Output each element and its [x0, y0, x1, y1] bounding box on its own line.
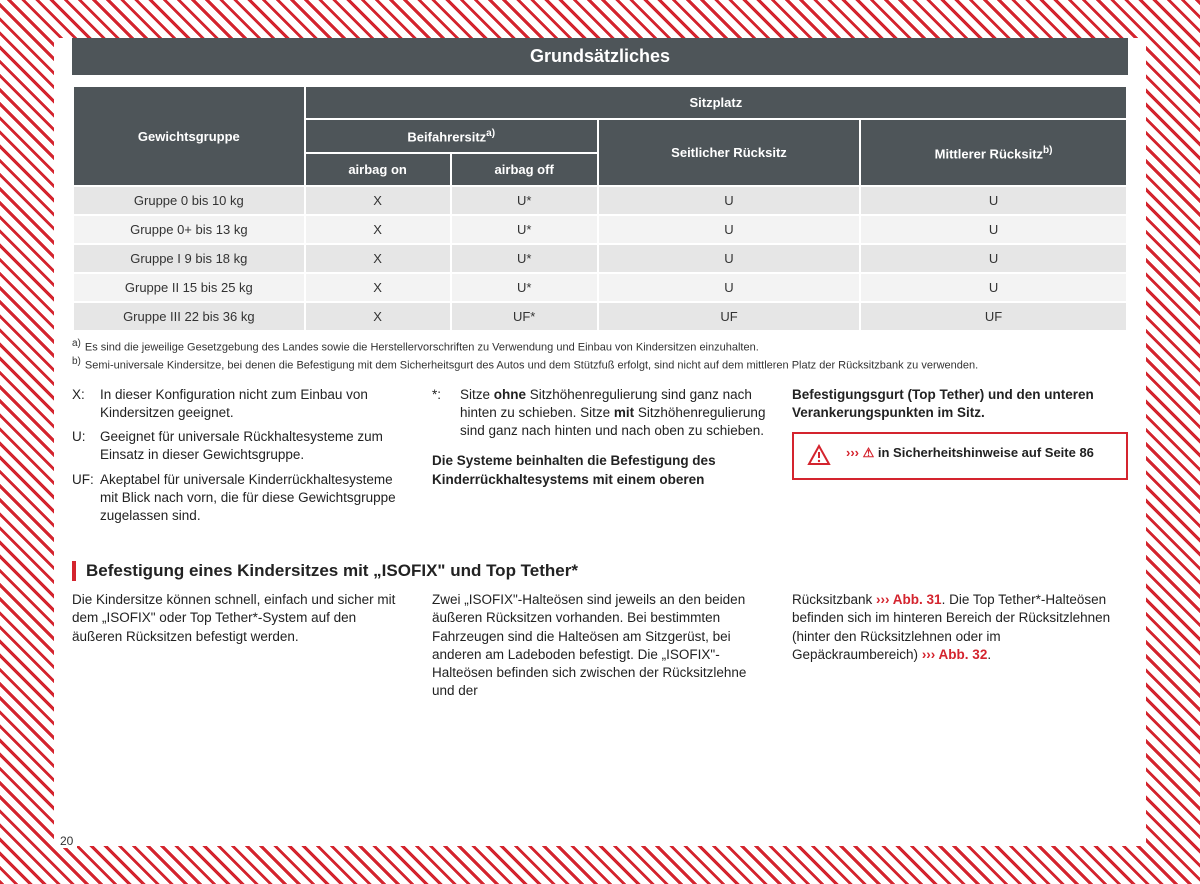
warning-icon — [806, 444, 832, 468]
row-cell: U — [599, 274, 859, 301]
page-title: Grundsätzliches — [72, 38, 1128, 75]
row-cell: X — [306, 245, 450, 272]
inline-warning-icon: ⚠ — [863, 445, 875, 460]
safety-warning-box: ››› ⚠ in Sicherheitshinweise auf Seite 8… — [792, 432, 1128, 480]
row-cell: U — [861, 245, 1126, 272]
top-tether-bold: Befestigungsgurt (Top Tether) und den un… — [792, 386, 1128, 422]
table-row: Gruppe II 15 bis 25 kgXU*UU — [74, 274, 1126, 301]
legend-star-key: *: — [432, 386, 460, 441]
row-cell: U — [861, 187, 1126, 214]
safety-text: ››› ⚠ in Sicherheitshinweise auf Seite 8… — [846, 444, 1094, 462]
col-seat: Sitzplatz — [306, 87, 1126, 118]
legend-u-val: Geeignet für universale Rückhaltesysteme… — [100, 428, 408, 464]
row-group-label: Gruppe 0+ bis 13 kg — [74, 216, 304, 243]
row-group-label: Gruppe III 22 bis 36 kg — [74, 303, 304, 330]
isofix-columns: Die Kindersitze können schnell, einfach … — [72, 591, 1128, 700]
col-passenger-seat: Beifahrersitza) — [306, 120, 597, 152]
row-cell: X — [306, 216, 450, 243]
row-cell: U* — [452, 245, 597, 272]
legend-col-3: Befestigungsgurt (Top Tether) und den un… — [792, 386, 1128, 532]
table-footnotes: a)Es sind die jeweilige Gesetzgebung des… — [72, 338, 1128, 371]
legend-uf-key: UF: — [72, 471, 100, 526]
row-cell: U — [861, 274, 1126, 301]
page-number: 20 — [56, 834, 77, 848]
row-cell: U — [599, 216, 859, 243]
row-cell: X — [306, 303, 450, 330]
table-row: Gruppe I 9 bis 18 kgXU*UU — [74, 245, 1126, 272]
legend-x-val: In dieser Konfiguration nicht zum Einbau… — [100, 386, 408, 422]
legend-x-key: X: — [72, 386, 100, 422]
row-cell: X — [306, 187, 450, 214]
systems-bold-para: Die Systeme beinhalten die Befestigung d… — [432, 452, 768, 488]
col-side-rear: Seitlicher Rücksitz — [599, 120, 859, 185]
row-cell: UF* — [452, 303, 597, 330]
legend-star-val: Sitze ohne Sitzhöhenregulierung sind gan… — [460, 386, 768, 441]
legend-col-2: *: Sitze ohne Sitzhöhenregulierung sind … — [432, 386, 768, 532]
row-cell: UF — [861, 303, 1126, 330]
col-mid-rear: Mittlerer Rücksitzb) — [861, 120, 1126, 185]
table-row: Gruppe 0 bis 10 kgXU*UU — [74, 187, 1126, 214]
row-cell: U* — [452, 187, 597, 214]
childseat-table: Gewichtsgruppe Sitzplatz Beifahrersitza)… — [72, 85, 1128, 332]
col-airbag-on: airbag on — [306, 154, 450, 185]
ref-abb-32: Abb. 32 — [935, 647, 987, 662]
table-row: Gruppe 0+ bis 13 kgXU*UU — [74, 216, 1126, 243]
footnote-b: b)Semi-universale Kindersitze, bei denen… — [72, 356, 1128, 372]
row-group-label: Gruppe I 9 bis 18 kg — [74, 245, 304, 272]
row-cell: U* — [452, 274, 597, 301]
row-cell: U — [599, 245, 859, 272]
row-cell: U — [861, 216, 1126, 243]
row-cell: U* — [452, 216, 597, 243]
legend-columns: X:In dieser Konfiguration nicht zum Einb… — [72, 386, 1128, 532]
isofix-col-2: Zwei „ISOFIX"-Halteösen sind jeweils an … — [432, 591, 768, 700]
table-row: Gruppe III 22 bis 36 kgXUF*UFUF — [74, 303, 1126, 330]
col-airbag-off: airbag off — [452, 154, 597, 185]
table-container: Gewichtsgruppe Sitzplatz Beifahrersitza)… — [72, 85, 1128, 332]
legend-u-key: U: — [72, 428, 100, 464]
legend-col-1: X:In dieser Konfiguration nicht zum Einb… — [72, 386, 408, 532]
legend-uf-val: Akeptabel für universale Kinderrückhalte… — [100, 471, 408, 526]
row-group-label: Gruppe 0 bis 10 kg — [74, 187, 304, 214]
row-cell: UF — [599, 303, 859, 330]
row-group-label: Gruppe II 15 bis 25 kg — [74, 274, 304, 301]
isofix-col-3: Rücksitzbank ››› Abb. 31. Die Top Tether… — [792, 591, 1128, 700]
footnote-a: a)Es sind die jeweilige Gesetzgebung des… — [72, 338, 1128, 354]
isofix-col-1: Die Kindersitze können schnell, einfach … — [72, 591, 408, 700]
section-isofix-title: Befestigung eines Kindersitzes mit „ISOF… — [72, 561, 1128, 581]
row-cell: U — [599, 187, 859, 214]
page: Grundsätzliches Gewichtsgruppe Sitzplatz… — [54, 38, 1146, 846]
row-cell: X — [306, 274, 450, 301]
ref-abb-31: Abb. 31 — [890, 592, 942, 607]
col-weight-group: Gewichtsgruppe — [74, 87, 304, 185]
